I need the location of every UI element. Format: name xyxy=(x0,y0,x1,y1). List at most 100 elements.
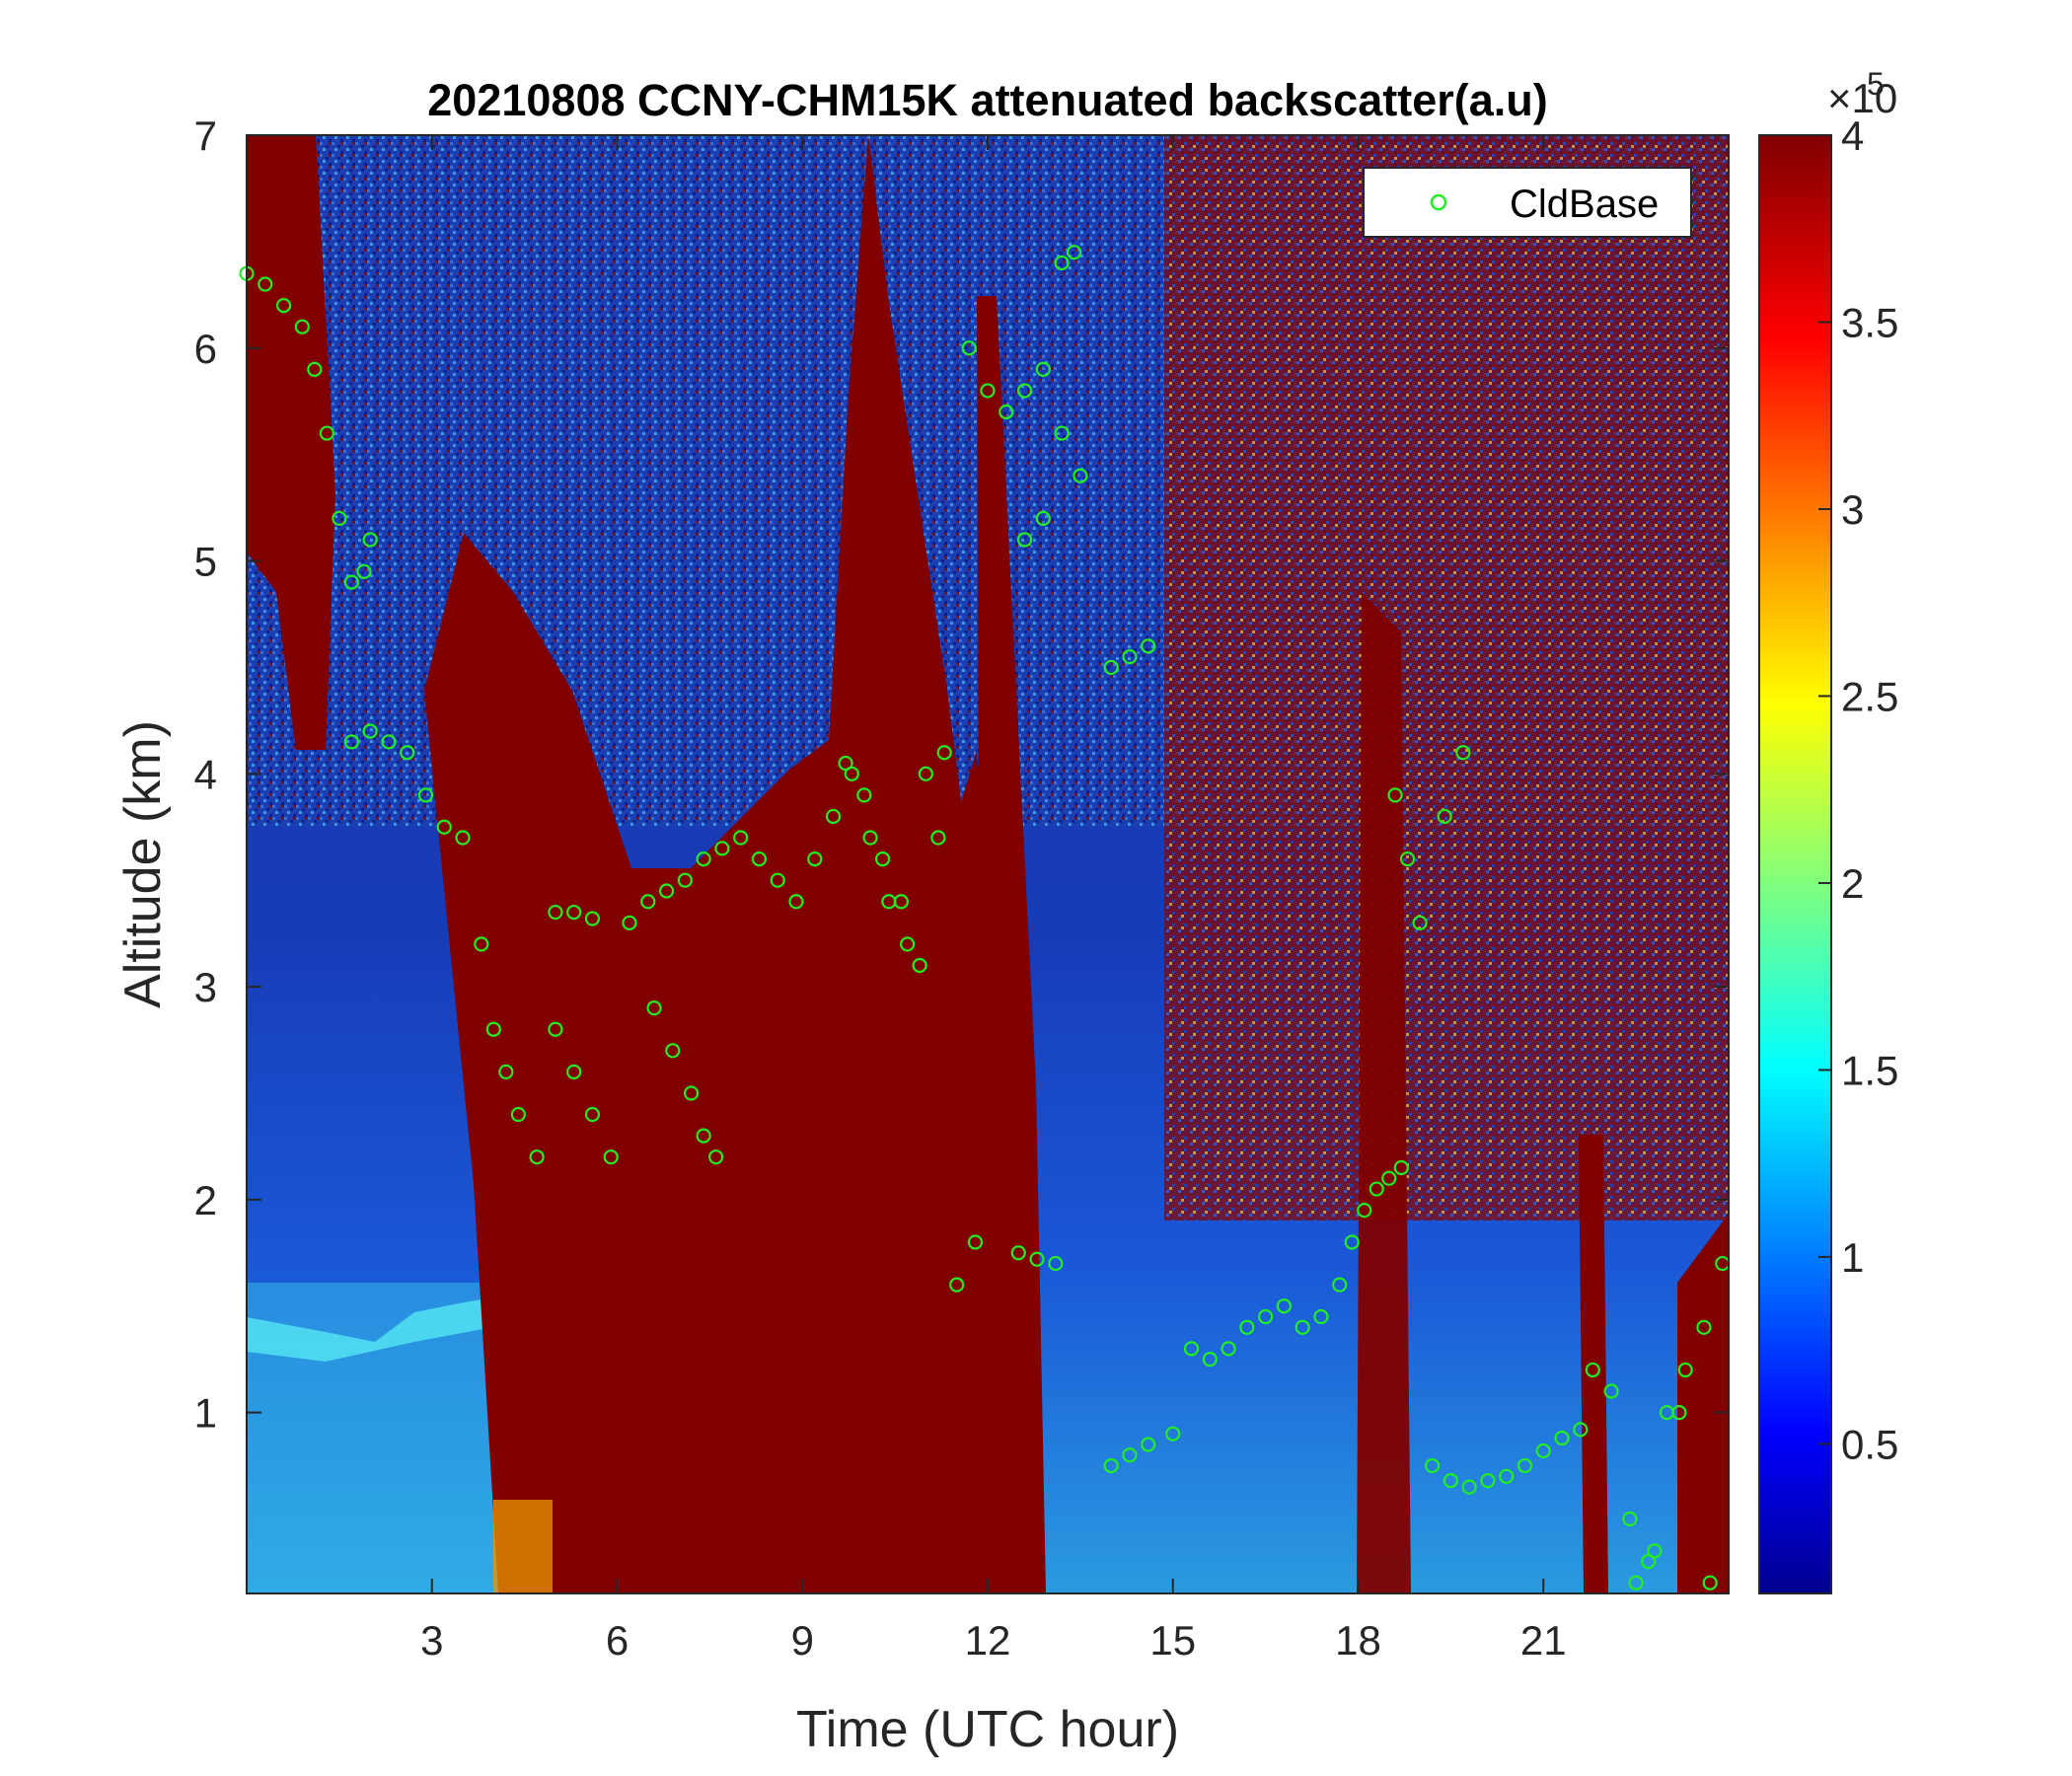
cldbase-point xyxy=(1696,1319,1712,1335)
y-tick-label: 5 xyxy=(194,539,217,585)
cldbase-point xyxy=(622,915,637,930)
colorbar-tick-label: 1.5 xyxy=(1841,1047,1898,1093)
cldbase-point xyxy=(1202,1352,1218,1368)
colorbar-exponent: 5 xyxy=(1867,66,1885,102)
cldbase-point xyxy=(1073,468,1088,483)
cldbase-point xyxy=(258,276,273,292)
cldbase-point xyxy=(1499,1468,1515,1484)
cloud-region-evening xyxy=(1357,592,1411,1593)
cldbase-point xyxy=(1461,1479,1477,1495)
colorbar: 0.5 1 1.5 2 2.5 3 3.5 4 ×10 5 xyxy=(1758,66,1898,1594)
x-tick-label: 15 xyxy=(1149,1617,1196,1664)
cldbase-point xyxy=(646,1000,662,1016)
cldbase-point xyxy=(1573,1422,1589,1438)
cldbase-point xyxy=(603,1149,619,1165)
chart-title: 20210808 CCNY-CHM15K attenuated backscat… xyxy=(427,75,1547,125)
cldbase-point xyxy=(1344,1234,1360,1250)
x-tick-label: 3 xyxy=(420,1617,443,1664)
cldbase-point xyxy=(658,883,675,899)
aerosol-layer xyxy=(247,1297,493,1362)
cldbase-point xyxy=(1412,915,1428,930)
cldbase-point xyxy=(1393,1159,1409,1176)
cldbase-point xyxy=(751,851,768,867)
cldbase-point xyxy=(307,361,323,377)
colorbar-tick-label: 4 xyxy=(1841,112,1864,159)
cldbase-point xyxy=(1048,1255,1064,1272)
cldbase-point xyxy=(893,894,909,910)
colorbar-tick-label: 3.5 xyxy=(1841,299,1898,345)
y-tick-label: 7 xyxy=(194,112,217,159)
cldbase-point xyxy=(1480,1473,1496,1489)
cldbase-point xyxy=(1035,510,1051,526)
cldbase-point xyxy=(912,957,927,974)
y-tick-label: 3 xyxy=(194,964,217,1010)
cldbase-point xyxy=(999,404,1014,420)
cldbase-point xyxy=(1671,1404,1687,1421)
cldbase-point xyxy=(1141,1437,1156,1452)
cldbase-point xyxy=(949,1277,965,1293)
cldbase-point xyxy=(1141,638,1156,654)
cldbase-point xyxy=(862,830,878,846)
cldbase-point xyxy=(1276,1298,1293,1314)
cldbase-point xyxy=(529,1149,545,1165)
cldbase-point xyxy=(510,1106,526,1123)
cldbase-point xyxy=(1585,1362,1600,1378)
colorbar-ticks: 0.5 1 1.5 2 2.5 3 3.5 4 xyxy=(1818,112,1898,1467)
cldbase-point xyxy=(566,904,582,921)
cldbase-point xyxy=(1357,1203,1372,1219)
y-tick-label: 4 xyxy=(194,751,217,797)
cldbase-point xyxy=(961,340,977,356)
colorbar-tick-label: 1 xyxy=(1841,1234,1864,1281)
cldbase-point xyxy=(1332,1277,1348,1293)
heatmap-noise-late xyxy=(1164,135,1729,1221)
cldbase-point xyxy=(343,734,359,750)
cldbase-point xyxy=(548,1021,563,1037)
cldbase-point xyxy=(498,1064,514,1079)
cldbase-point xyxy=(683,1085,700,1101)
cldbase-point xyxy=(770,872,785,888)
y-tick-label: 1 xyxy=(194,1390,217,1437)
cldbase-point xyxy=(332,510,347,526)
cldbase-point xyxy=(875,851,891,867)
cldbase-point xyxy=(294,319,310,334)
cldbase-point xyxy=(1622,1511,1638,1527)
x-axis-label: Time (UTC hour) xyxy=(796,1701,1179,1758)
cldbase-point xyxy=(1258,1308,1274,1325)
cldbase-point xyxy=(584,1106,601,1123)
cldbase-point xyxy=(714,841,730,856)
cldbase-point xyxy=(1437,808,1452,825)
y-axis-label: Altitude (km) xyxy=(114,720,172,1008)
cldbase-point xyxy=(1387,787,1403,803)
cldbase-point xyxy=(1517,1457,1533,1474)
cldbase-point xyxy=(1381,1170,1397,1186)
cldbase-point xyxy=(455,830,471,846)
cldbase-point xyxy=(665,1043,681,1059)
cldbase-point xyxy=(696,1128,711,1144)
cldbase-point xyxy=(1221,1341,1236,1357)
cldbase-point xyxy=(1369,1181,1384,1197)
cldbase-point xyxy=(566,1064,582,1079)
cldbase-point xyxy=(474,936,489,952)
cldbase-point xyxy=(900,936,916,952)
colorbar-tick-label: 0.5 xyxy=(1841,1421,1898,1467)
x-tick-label: 18 xyxy=(1335,1617,1381,1664)
y-tick-label: 2 xyxy=(194,1177,217,1223)
cldbase-point xyxy=(677,872,693,888)
cldbase-point xyxy=(1455,745,1471,761)
cldbase-point xyxy=(918,766,934,781)
cloud-region-noon xyxy=(977,296,1046,1593)
cldbase-point xyxy=(436,819,452,835)
cldbase-point xyxy=(838,755,853,772)
cldbase-point xyxy=(1399,851,1416,867)
cldbase-point xyxy=(733,830,749,846)
cldbase-point xyxy=(1122,649,1138,665)
y-axis: 1 2 3 4 5 6 7 xyxy=(194,112,1729,1437)
cldbase-point xyxy=(400,745,415,761)
cldbase-point xyxy=(1554,1430,1570,1446)
heatmap xyxy=(247,135,1729,1593)
cldbase-point xyxy=(856,787,872,803)
cldbase-point xyxy=(1443,1473,1458,1489)
legend-marker-cldbase xyxy=(1430,193,1447,211)
cldbase-point xyxy=(356,563,372,579)
cldbase-point xyxy=(1313,1308,1329,1325)
